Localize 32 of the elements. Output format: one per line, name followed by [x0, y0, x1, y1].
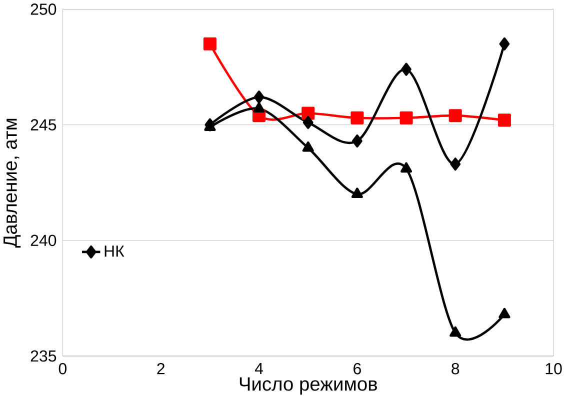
point — [498, 114, 511, 127]
y-tick-label: 240 — [30, 234, 56, 246]
point — [254, 90, 264, 104]
x-tick-label: 6 — [354, 362, 361, 374]
point — [400, 111, 413, 124]
y-axis-title: Давление, атм — [4, 118, 21, 248]
point — [203, 37, 216, 50]
x-tick-label: 8 — [452, 362, 460, 374]
y-tick-label: 245 — [30, 119, 56, 130]
point — [350, 111, 364, 124]
point — [302, 141, 314, 152]
x-axis-title: Число режимов — [240, 377, 377, 395]
y-tick-label: 250 — [30, 3, 56, 15]
point — [352, 134, 362, 148]
point — [253, 102, 265, 112]
point — [450, 326, 462, 337]
point — [448, 109, 462, 122]
y-tick-label: 235 — [30, 350, 56, 362]
x-tick-label: 10 — [546, 362, 562, 374]
x-tick-label: 2 — [157, 362, 164, 374]
point — [351, 188, 363, 198]
point — [499, 37, 510, 50]
point — [400, 162, 412, 173]
point — [302, 116, 314, 129]
x-tick-label: 4 — [254, 362, 264, 374]
legend-label: НК — [104, 246, 124, 257]
point — [204, 118, 216, 132]
point — [302, 106, 315, 120]
x-tick-label: 0 — [58, 362, 66, 374]
point — [450, 158, 461, 171]
point — [498, 308, 510, 318]
point — [401, 62, 412, 76]
